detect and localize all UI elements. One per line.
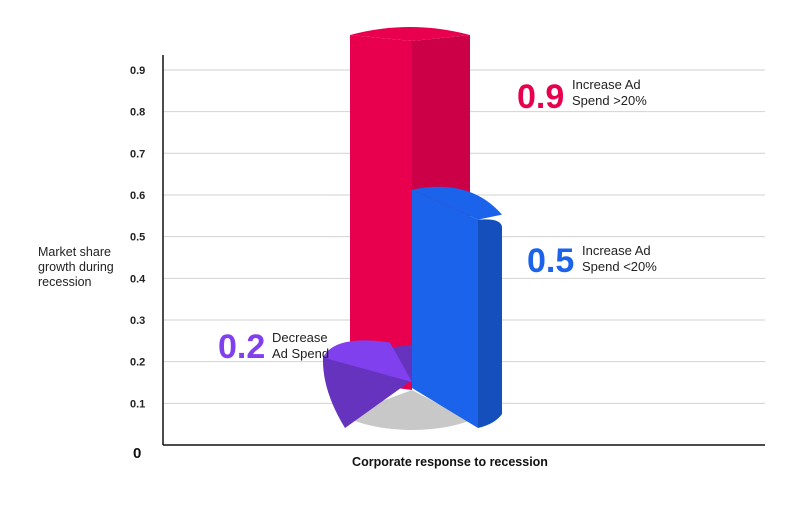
category-label-series-1: Increase Ad Spend >20% bbox=[572, 77, 647, 108]
bar-top-2 bbox=[412, 186, 502, 220]
bar-series-2 bbox=[412, 186, 502, 428]
bar-side-2 bbox=[478, 219, 502, 428]
y-tick-label-7: 0.7 bbox=[130, 148, 145, 160]
pie-base bbox=[343, 390, 470, 431]
y-tick-labels: 0.1 0.2 0.3 0.4 0.5 0.6 0.7 0.8 0.9 bbox=[130, 65, 146, 410]
y-axis-label-line-3: recession bbox=[38, 275, 92, 289]
category-label-series-2-line-1: Increase Ad bbox=[582, 243, 651, 258]
category-label-series-2-line-2: Spend <20% bbox=[582, 259, 657, 274]
y-tick-label-9: 0.9 bbox=[130, 65, 145, 77]
value-label-series-1: 0.9 bbox=[517, 78, 564, 116]
y-tick-label-4: 0.4 bbox=[130, 273, 146, 285]
category-label-series-3-line-2: Ad Spend bbox=[272, 346, 329, 361]
category-label-series-2: Increase Ad Spend <20% bbox=[582, 243, 657, 274]
annotation-series-1: 0.9 Increase Ad Spend >20% bbox=[517, 77, 647, 116]
category-label-series-3: Decrease Ad Spend bbox=[272, 330, 331, 361]
y-axis-label-line-1: Market share bbox=[38, 245, 111, 259]
y-axis-label: Market share growth during recession bbox=[38, 245, 117, 289]
bar-front-face-1 bbox=[350, 34, 412, 390]
y-tick-label-3: 0.3 bbox=[130, 315, 145, 327]
category-label-series-3-line-1: Decrease bbox=[272, 330, 328, 345]
y-zero-label: 0 bbox=[133, 445, 141, 462]
axes bbox=[162, 55, 765, 446]
value-label-series-3: 0.2 bbox=[218, 328, 265, 366]
annotation-series-2: 0.5 Increase Ad Spend <20% bbox=[527, 242, 657, 280]
bar-top-1 bbox=[350, 26, 470, 41]
y-axis-label-line-2: growth during bbox=[38, 260, 114, 274]
value-label-series-2: 0.5 bbox=[527, 242, 574, 280]
bar-front-face-2 bbox=[412, 189, 478, 428]
x-axis-label: Corporate response to recession bbox=[352, 455, 548, 469]
y-tick-label-1: 0.1 bbox=[130, 398, 145, 410]
bar-top-3 bbox=[323, 340, 412, 382]
y-tick-label-6: 0.6 bbox=[130, 190, 145, 202]
y-tick-label-2: 0.2 bbox=[130, 357, 145, 369]
y-tick-label-5: 0.5 bbox=[130, 232, 145, 244]
bar-series-3 bbox=[322, 340, 412, 428]
annotation-series-3: 0.2 Decrease Ad Spend bbox=[218, 328, 331, 366]
y-tick-label-8: 0.8 bbox=[130, 107, 145, 119]
category-label-series-1-line-2: Spend >20% bbox=[572, 93, 647, 108]
chart-marks bbox=[322, 26, 502, 431]
category-label-series-1-line-1: Increase Ad bbox=[572, 77, 641, 92]
